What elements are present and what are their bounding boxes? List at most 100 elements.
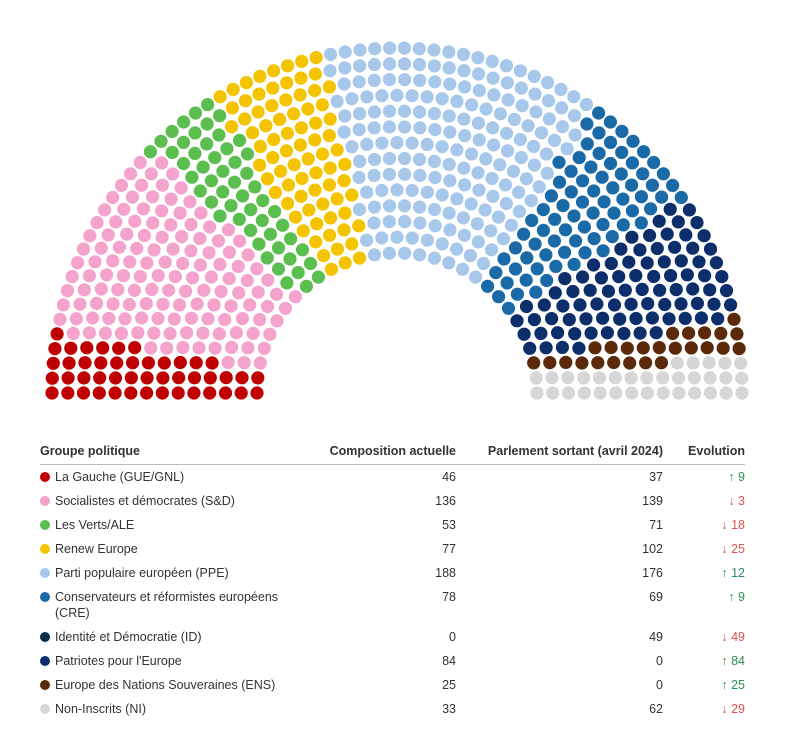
- seat: [212, 128, 226, 142]
- seat: [464, 197, 478, 211]
- seat: [82, 269, 96, 283]
- seat: [536, 223, 551, 237]
- seat: [604, 340, 618, 355]
- seat: [655, 190, 669, 204]
- seat: [562, 313, 576, 327]
- seat: [214, 284, 228, 299]
- seat: [443, 223, 457, 237]
- group-cell: Renew Europe: [40, 537, 310, 561]
- seat: [398, 215, 412, 229]
- current-seats: 0: [449, 630, 456, 644]
- seat: [257, 341, 271, 355]
- seat: [76, 386, 91, 400]
- seat: [360, 185, 374, 199]
- seat: [465, 98, 479, 112]
- seat: [544, 189, 559, 203]
- seat: [427, 43, 441, 57]
- seat: [397, 41, 411, 55]
- seat: [308, 83, 322, 98]
- seat: [458, 129, 472, 143]
- seat: [629, 311, 643, 326]
- seat: [352, 75, 366, 89]
- seat: [541, 94, 556, 108]
- table-row: Les Verts/ALE 53 71 ↓ 18: [40, 513, 745, 537]
- seat: [367, 168, 381, 182]
- seat: [323, 161, 337, 175]
- seat: [236, 189, 250, 203]
- seat: [707, 297, 721, 311]
- seat: [555, 120, 570, 134]
- seat: [280, 126, 294, 140]
- seat: [405, 136, 419, 150]
- seat: [519, 299, 534, 314]
- seat: [534, 326, 548, 340]
- seat: [382, 120, 396, 134]
- seat: [345, 92, 359, 106]
- seat: [238, 112, 252, 126]
- seat: [278, 301, 293, 315]
- seat: [244, 203, 258, 217]
- seat: [390, 183, 404, 197]
- seat: [576, 270, 590, 284]
- seat: [151, 269, 165, 283]
- seat: [623, 356, 637, 370]
- seat: [200, 117, 214, 131]
- seat: [682, 203, 697, 217]
- seat: [322, 129, 336, 143]
- seat: [735, 386, 749, 400]
- seat: [367, 216, 381, 230]
- seat: [135, 311, 149, 325]
- evolution: ↑ 25: [721, 678, 745, 692]
- seat: [587, 258, 601, 272]
- seat: [420, 90, 434, 104]
- seat: [672, 386, 686, 400]
- seat: [310, 217, 324, 231]
- seat: [442, 256, 456, 270]
- seat: [640, 386, 655, 400]
- seat: [484, 243, 499, 257]
- seat: [734, 356, 748, 370]
- seat: [382, 104, 397, 118]
- seat: [548, 212, 562, 226]
- seat: [549, 259, 563, 273]
- seat: [427, 107, 441, 121]
- seat: [592, 146, 606, 160]
- seat: [241, 341, 255, 355]
- seat: [201, 312, 215, 326]
- seat: [472, 67, 486, 81]
- seat: [420, 185, 434, 199]
- legend-dot: [40, 496, 50, 506]
- group-name: Les Verts/ALE: [55, 518, 135, 532]
- seat: [185, 170, 199, 184]
- seat: [413, 121, 427, 135]
- seat: [106, 190, 120, 205]
- seat: [456, 262, 470, 276]
- seat: [168, 270, 182, 284]
- seat: [309, 166, 323, 180]
- seat: [458, 80, 472, 94]
- seat: [604, 256, 618, 271]
- seat: [92, 386, 106, 400]
- seat: [123, 255, 137, 269]
- seat: [501, 301, 516, 315]
- seat: [584, 160, 598, 174]
- seat: [584, 326, 598, 340]
- seat: [315, 98, 329, 112]
- seat: [287, 158, 301, 172]
- seat: [527, 356, 541, 370]
- seat: [53, 312, 67, 326]
- seat: [213, 257, 227, 271]
- seat: [179, 284, 193, 298]
- seat: [118, 312, 132, 326]
- seat: [164, 192, 178, 206]
- seat: [587, 232, 601, 246]
- seat: [375, 183, 389, 198]
- seat: [486, 71, 500, 85]
- evolution: ↑ 84: [721, 654, 745, 668]
- seat: [397, 199, 412, 213]
- seat: [405, 231, 419, 245]
- seat: [629, 269, 643, 283]
- evolution: ↓ 29: [721, 702, 745, 716]
- seat: [352, 202, 367, 217]
- seat: [352, 123, 366, 137]
